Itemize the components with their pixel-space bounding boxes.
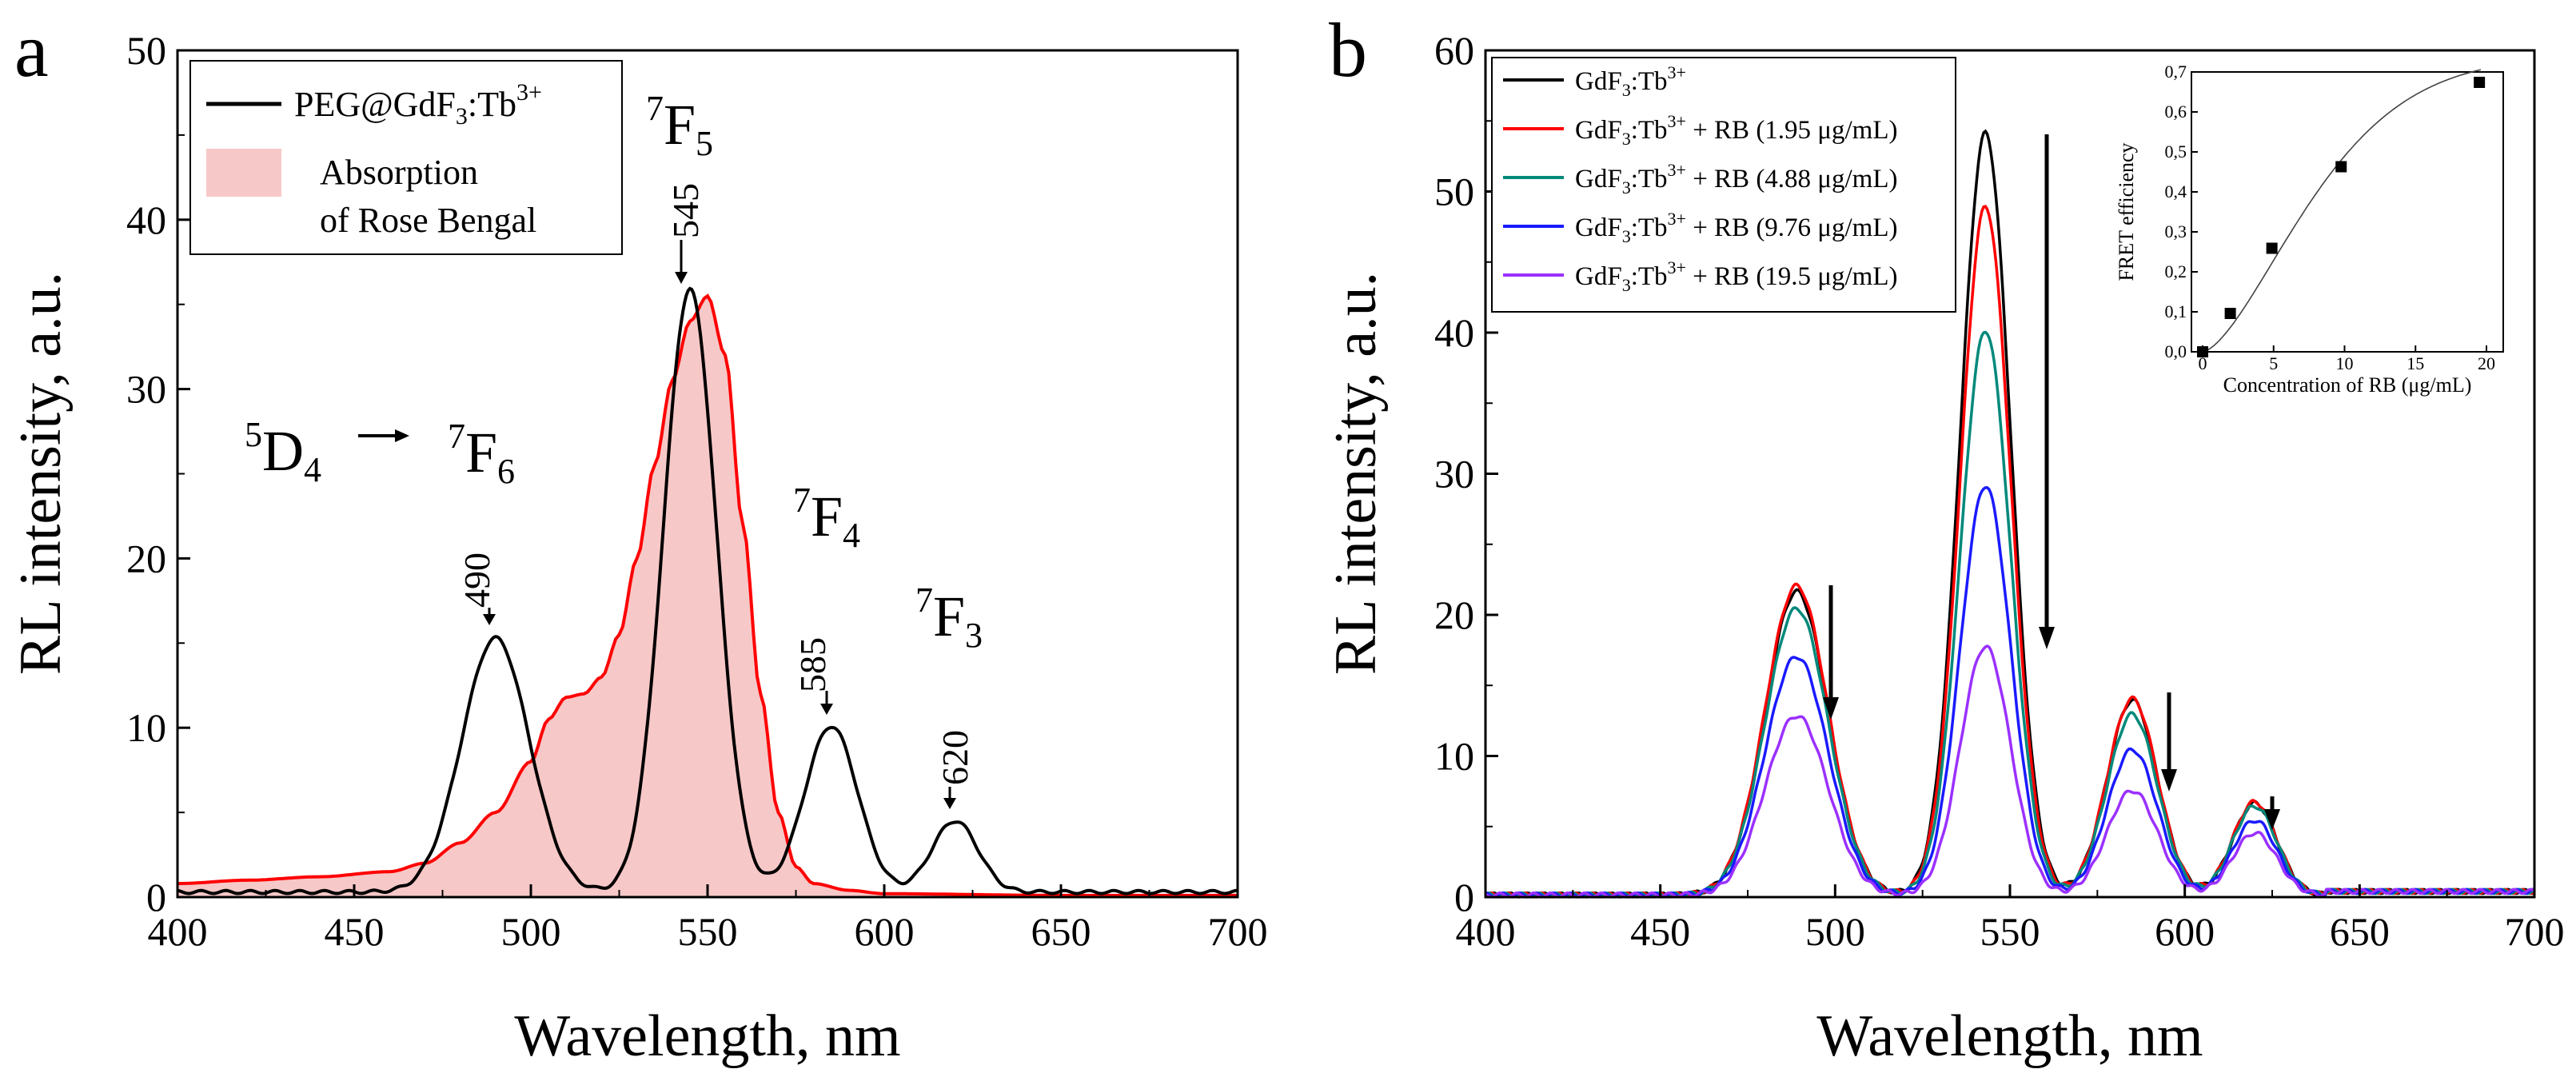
annotation-5d4: 5D4 (245, 415, 321, 489)
annotation-7f6: 7F6 (448, 417, 515, 491)
decrease-arrow-545-head (2039, 627, 2055, 649)
panel-a-ytick-label-50: 50 (126, 28, 166, 73)
inset-frame (2191, 71, 2504, 353)
inset-ytick-label: 0,3 (2165, 221, 2187, 241)
peak-arrowhead-585 (820, 704, 833, 715)
panel-b-xtick-label-550: 550 (1980, 909, 2040, 954)
panel-b-y-axis-label: RL intensity, a.u. (1323, 272, 1389, 675)
panel-a-xtick-label-400: 400 (148, 909, 208, 954)
inset-plot-area: 0 5 10 15 20 0,0 0,1 0,2 0,3 0,4 0,5 0,6 0,7 (2165, 62, 2496, 373)
annotation-7f5: 7F5 (646, 89, 713, 163)
panel-a-ytick-label-40: 40 (126, 197, 166, 242)
panel-b-xtick-label-500: 500 (1805, 909, 1865, 954)
legend-label-4: GdF3:Tb3+ + RB (19.5 μg/mL) (1575, 257, 1898, 295)
legend-label-2: GdF3:Tb3+ + RB (4.88 μg/mL) (1575, 160, 1898, 197)
panel-a-ytick-label-0: 0 (146, 875, 166, 919)
peak-label-490: 490 (457, 552, 497, 608)
panel-b-ytick-label-20: 20 (1434, 592, 1474, 637)
inset-fit-curve (2202, 69, 2482, 353)
peak-arrowhead-620 (943, 798, 956, 809)
inset-x-axis-label: Concentration of RB (μg/mL) (2223, 373, 2472, 397)
panel-b-ytick-label-50: 50 (1434, 170, 1474, 214)
panel-b-legend: GdF3:Tb3+ GdF3:Tb3+ + RB (1.95 μg/mL) GdF3… (1491, 57, 1956, 313)
panel-a-ticks: 400 450 500 550 600 650 700 0 10 20 30 40 50 (126, 28, 1268, 954)
inset-xtick-label: 0 (2199, 353, 2207, 373)
inset-ytick-label: 0,7 (2165, 62, 2187, 82)
panel-a-ytick-label-10: 10 (126, 705, 166, 750)
panel-a-xtick-label-600: 600 (855, 909, 915, 954)
panel-a-xtick-label-500: 500 (501, 909, 561, 954)
legend-label-peg: PEG@GdF3:Tb3+ (294, 79, 542, 130)
panel-b-ytick-label-30: 30 (1434, 452, 1474, 497)
panel-b-ytick-label-60: 60 (1434, 28, 1474, 73)
inset-ytick-label: 0,5 (2165, 142, 2187, 162)
inset-ytick-label: 0,4 (2165, 181, 2187, 201)
absorption-area (177, 296, 1238, 898)
panel-b-xtick-label-450: 450 (1630, 909, 1690, 954)
decrease-arrow-620-head (2264, 809, 2280, 830)
panel-b-xtick-label-650: 650 (2330, 909, 2390, 954)
inset-point-3 (2335, 161, 2347, 173)
panel-b-decrease-arrows (1823, 134, 2280, 830)
panel-a-ytick-label-30: 30 (126, 367, 166, 412)
panel-b-x-axis-label: Wavelength, nm (1816, 1003, 2203, 1069)
panel-a-letter: a (14, 7, 49, 93)
peak-label-620: 620 (935, 730, 975, 785)
legend-swatch-absorption (206, 149, 281, 197)
inset-point-1 (2224, 308, 2236, 319)
panel-a-legend: PEG@GdF3:Tb3+ Absorption of Rose Bengal (189, 60, 623, 255)
legend-label-0: GdF3:Tb3+ (1575, 62, 1686, 100)
panel-a-plot-area (177, 286, 1238, 898)
peak-arrowhead-545 (675, 272, 688, 284)
inset-xtick-label: 5 (2269, 353, 2278, 373)
peak-arrowhead-490 (483, 614, 496, 625)
inset-ytick-label: 0,0 (2165, 341, 2187, 361)
panel-a-annotations: 5D4 7F6 7F5 7F4 7F3 490 545 585 620 (245, 89, 983, 809)
panel-b-ytick-label-0: 0 (1454, 875, 1474, 919)
inset-point-2 (2266, 242, 2278, 254)
legend-label-1: GdF3:Tb3+ + RB (1.95 μg/mL) (1575, 111, 1898, 149)
decrease-arrow-585-head (2161, 769, 2177, 792)
panel-a-chart: a 400 450 500 550 600 650 700 0 10 20 30 40 50 Wavel… (8, 7, 1268, 1069)
panel-a-x-axis-label: Wavelength, nm (514, 1003, 900, 1069)
legend-label-3: GdF3:Tb3+ + RB (9.76 μg/mL) (1575, 209, 1898, 246)
inset-point-4 (2474, 77, 2486, 88)
peak-label-545: 545 (665, 183, 706, 238)
series-line-4 (1484, 644, 2535, 899)
annotation-7f3: 7F3 (915, 580, 983, 655)
legend-label-absorption-line1: Absorption (320, 153, 478, 192)
inset-background (2107, 64, 2515, 373)
panel-a-xtick-label-650: 650 (1031, 909, 1091, 954)
inset-ytick-label: 0,2 (2165, 261, 2187, 281)
panel-b-ytick-label-40: 40 (1434, 310, 1474, 355)
panel-a-ytick-label-20: 20 (126, 536, 166, 580)
panel-a-xtick-label-700: 700 (1208, 909, 1268, 954)
panel-a-y-axis-label: RL intensity, a.u. (8, 272, 74, 675)
fret-inset: 0 5 10 15 20 0,0 0,1 0,2 0,3 0,4 0,5 0,6 0,7 Concent… (2107, 62, 2515, 397)
panel-b-xtick-label-400: 400 (1456, 909, 1516, 954)
inset-y-axis-label: FRET efficiency (2115, 142, 2138, 281)
transition-arrow-head (395, 429, 409, 442)
inset-ytick-label: 0,1 (2165, 301, 2187, 321)
panel-b-xtick-label-600: 600 (2155, 909, 2215, 954)
inset-xtick-label: 15 (2407, 353, 2424, 373)
panel-a-xtick-label-450: 450 (325, 909, 385, 954)
legend-label-absorption-line2: of Rose Bengal (320, 201, 536, 240)
inset-point-0 (2197, 346, 2208, 357)
panel-b-xtick-label-700: 700 (2505, 909, 2565, 954)
panel-b-legend-box (1491, 57, 1956, 313)
inset-xtick-label: 10 (2336, 353, 2354, 373)
panel-b-ytick-label-10: 10 (1434, 734, 1474, 779)
decrease-arrow-490-head (1823, 697, 1839, 720)
panel-b-letter: b (1329, 7, 1367, 93)
inset-xtick-label: 20 (2478, 353, 2495, 373)
inset-ytick-label: 0,6 (2165, 102, 2187, 122)
panel-a-xtick-label-550: 550 (678, 909, 738, 954)
annotation-7f4: 7F4 (793, 481, 860, 555)
peak-label-585: 585 (792, 637, 833, 692)
